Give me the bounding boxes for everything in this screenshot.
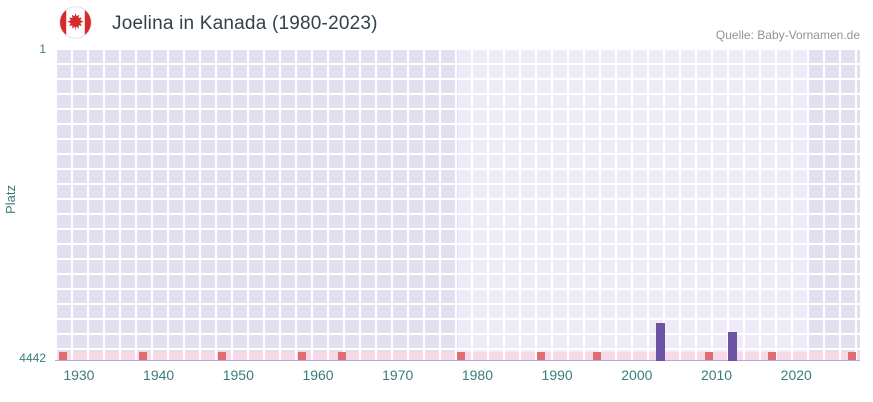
y-axis-label: Platz [2, 185, 18, 214]
baseline-marker [848, 352, 857, 360]
x-axis-tick: 1930 [63, 367, 95, 383]
x-axis-tick: 1950 [222, 367, 254, 383]
source-attribution: Quelle: Baby-Vornamen.de [715, 28, 860, 42]
x-axis-tick: 1970 [382, 367, 414, 383]
baseline-marker [768, 352, 777, 360]
x-axis-tick: 2010 [700, 367, 733, 383]
baseline-marker [592, 352, 601, 360]
chart-title: Joelina in Kanada (1980-2023) [112, 13, 378, 34]
x-axis-ticks: 1930 1940 1950 1960 1970 1980 1990 2000 2010 2020 [55, 367, 860, 387]
x-axis-tick: 2020 [780, 367, 812, 383]
rank-bar [727, 331, 737, 361]
baseline-marker [457, 352, 466, 360]
baseline-marker [537, 352, 546, 360]
grid-overlay [55, 48, 860, 360]
x-axis-tick: 1940 [143, 367, 175, 383]
x-axis-tick: 1990 [541, 367, 573, 383]
x-axis-tick: 2000 [621, 367, 653, 383]
baseline-marker [298, 352, 307, 360]
baseline-marker [704, 352, 713, 360]
y-axis-tick-top: 1 [39, 42, 46, 56]
baseline-marker [138, 352, 147, 360]
plot-area [55, 48, 860, 361]
baseline-marker [58, 352, 67, 360]
x-axis-tick: 1980 [461, 367, 493, 383]
canada-flag-icon [59, 6, 92, 39]
baseline-marker [218, 352, 227, 360]
baseline-marker [337, 352, 346, 360]
y-axis-tick-bottom: 4442 [19, 351, 46, 365]
rank-bar [656, 323, 666, 361]
x-axis-tick: 1960 [302, 367, 334, 383]
